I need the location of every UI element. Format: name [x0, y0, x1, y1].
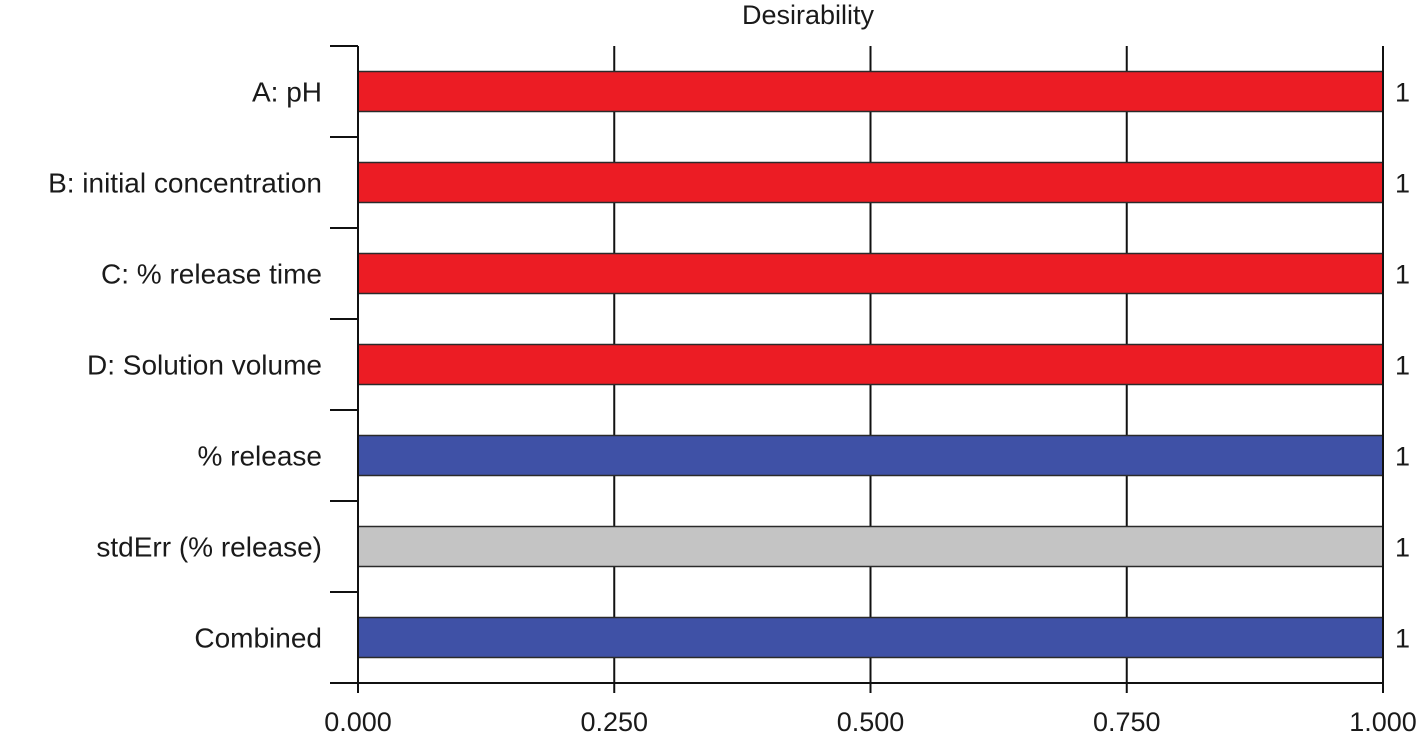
bar — [357, 343, 1384, 386]
x-tick-label: 0.250 — [580, 707, 648, 737]
chart-title: Desirability — [742, 0, 875, 30]
value-label: 1 — [1395, 78, 1410, 108]
bar — [357, 616, 1384, 659]
x-tick-label: 1.000 — [1349, 707, 1417, 737]
bar — [357, 70, 1384, 113]
category-label: B: initial concentration — [48, 168, 322, 199]
x-tick-label: 0.750 — [1093, 707, 1161, 737]
category-label: D: Solution volume — [87, 350, 322, 381]
value-labels: 1 1 1 1 1 1 1 — [1395, 78, 1410, 654]
value-label: 1 — [1395, 260, 1410, 290]
bar — [357, 525, 1384, 568]
category-label: % release — [197, 441, 322, 472]
category-label: stdErr (% release) — [96, 532, 322, 563]
category-label: Combined — [194, 623, 322, 654]
category-labels: A: pH B: initial concentration C: % releas… — [48, 77, 322, 654]
bar — [357, 434, 1384, 477]
bar — [357, 252, 1384, 295]
value-label: 1 — [1395, 533, 1410, 563]
x-tick-label: 0.500 — [837, 707, 905, 737]
x-tick-labels: 0.000 0.250 0.500 0.750 1.000 — [324, 707, 1417, 737]
x-tick-label: 0.000 — [324, 707, 392, 737]
bar — [357, 161, 1384, 204]
value-label: 1 — [1395, 442, 1410, 472]
category-label: A: pH — [252, 77, 322, 108]
axes — [330, 45, 1384, 693]
category-label: C: % release time — [101, 259, 322, 290]
value-label: 1 — [1395, 169, 1410, 199]
value-label: 1 — [1395, 351, 1410, 381]
value-label: 1 — [1395, 624, 1410, 654]
